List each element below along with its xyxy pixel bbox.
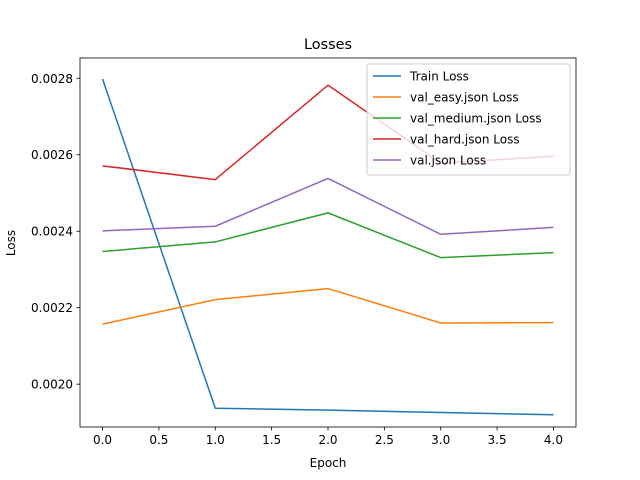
legend-label: val_easy.json Loss <box>410 90 519 104</box>
legend: Train Loss val_easy.json Loss val_medium.j… <box>366 63 571 176</box>
series-lines <box>101 78 554 416</box>
legend-box <box>366 63 571 176</box>
chart-title: Losses <box>304 37 352 53</box>
y-tick-label: 0.0024 <box>31 225 73 239</box>
legend-label: val_medium.json Loss <box>410 111 542 125</box>
x-tick-label: 1.5 <box>262 433 281 447</box>
legend-label: val_hard.json Loss <box>410 132 520 146</box>
y-axis-label: Loss <box>4 230 18 256</box>
plot-frame <box>79 57 577 428</box>
series-line-1 <box>102 287 554 325</box>
x-tick-label: 1.0 <box>206 433 225 447</box>
y-axis-ticks: 0.0020 0.0022 0.0024 0.0026 0.0028 <box>31 72 80 392</box>
x-tick-label: 3.0 <box>431 433 450 447</box>
x-tick-label: 2.5 <box>375 433 394 447</box>
x-tick-label: 3.5 <box>488 433 507 447</box>
x-axis-label: Epoch <box>310 456 347 470</box>
y-tick-label: 0.0028 <box>31 72 73 86</box>
y-tick-label: 0.0020 <box>31 378 73 392</box>
x-tick-label: 4.0 <box>544 433 563 447</box>
x-axis-ticks: 0.0 0.5 1.0 1.5 2.0 2.5 3.0 3.5 4.0 <box>93 427 563 447</box>
x-tick-label: 0.0 <box>93 433 112 447</box>
legend-label: val.json Loss <box>410 153 486 167</box>
x-tick-label: 2.0 <box>318 433 337 447</box>
y-tick-label: 0.0026 <box>31 148 73 162</box>
series-line-4 <box>102 177 554 236</box>
y-tick-label: 0.0022 <box>31 301 73 315</box>
legend-label: Train Loss <box>409 69 469 83</box>
series-line-0 <box>101 78 554 416</box>
series-line-2 <box>102 212 554 259</box>
x-tick-label: 0.5 <box>149 433 168 447</box>
